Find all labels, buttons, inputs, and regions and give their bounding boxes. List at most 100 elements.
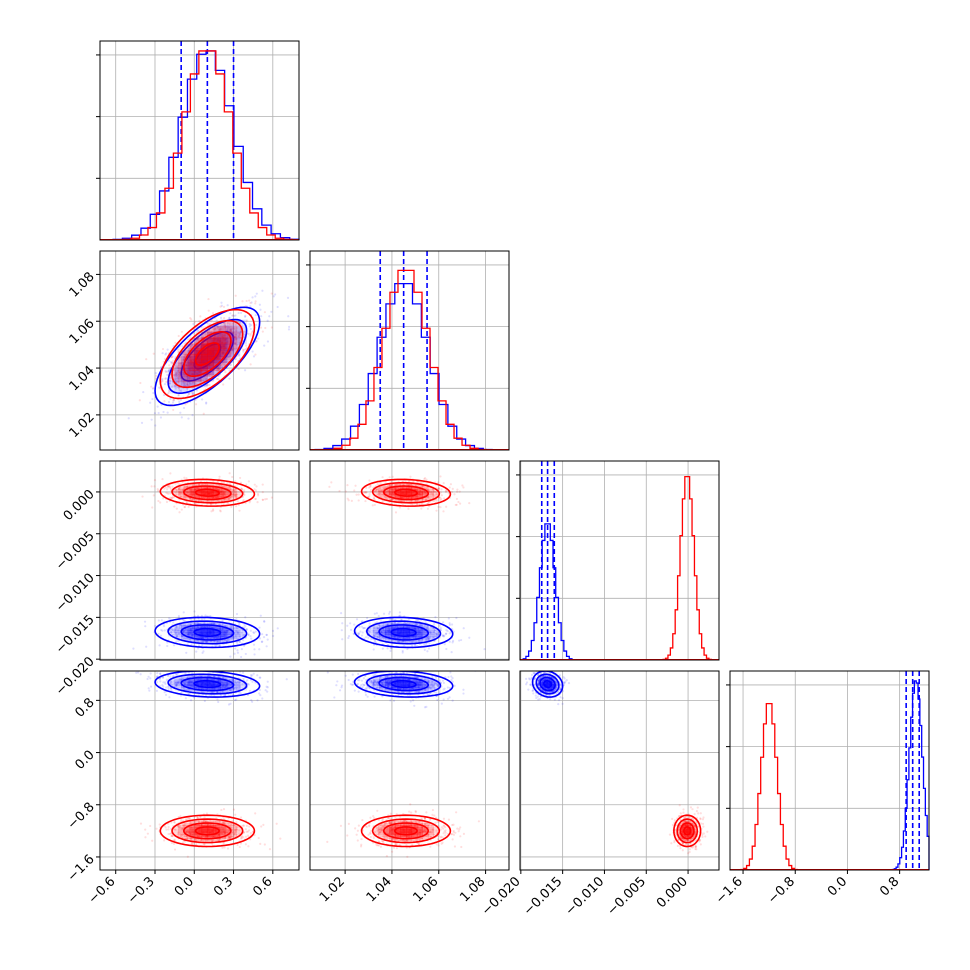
scatter-point — [353, 623, 356, 626]
scatter-point — [221, 334, 224, 337]
scatter-point — [188, 377, 191, 380]
scatter-point — [338, 489, 341, 493]
scatter-point — [437, 487, 440, 490]
scatter-point — [211, 369, 214, 372]
scatter-point — [228, 355, 232, 358]
scatter-point — [223, 322, 226, 325]
scatter-point — [186, 383, 189, 386]
scatter-point — [173, 630, 176, 633]
density-cell — [394, 492, 401, 495]
density-cell — [207, 484, 214, 487]
scatter-point — [178, 826, 181, 829]
scatter-point — [176, 366, 180, 370]
density-cell — [195, 376, 202, 383]
scatter-point — [175, 684, 178, 688]
density-cell — [213, 679, 221, 682]
density-cell — [372, 492, 379, 495]
scatter-point — [353, 489, 356, 492]
density-cell — [417, 496, 423, 499]
scatter-point — [459, 502, 462, 505]
scatter-point — [210, 318, 214, 321]
scatter-point — [218, 644, 221, 647]
scatter-point — [178, 400, 181, 403]
scatter-point — [179, 411, 182, 414]
density-cell — [207, 687, 215, 690]
scatter-point — [212, 691, 215, 694]
density-cell — [230, 337, 238, 344]
scatter-point — [169, 668, 171, 670]
density-cell — [168, 374, 175, 382]
scatter-point — [203, 843, 206, 846]
density-cell — [219, 359, 226, 366]
scatter-point — [239, 692, 242, 695]
scatter-point — [427, 502, 430, 505]
scatter-point — [158, 677, 161, 680]
scatter-point — [227, 498, 230, 501]
density-cell — [220, 623, 228, 626]
scatter-point — [175, 374, 178, 377]
scatter-point — [170, 356, 173, 359]
scatter-point — [252, 631, 256, 635]
scatter-point — [187, 375, 190, 379]
density-cell — [207, 325, 215, 333]
scatter-point — [237, 311, 240, 315]
density-cell — [201, 492, 208, 495]
density-cell — [379, 628, 386, 631]
density-cell — [233, 630, 241, 633]
density-cell — [181, 682, 189, 685]
density-cell — [174, 626, 182, 629]
density-cell — [236, 326, 244, 333]
density-cell — [219, 496, 226, 499]
scatter-point — [149, 401, 152, 404]
scatter-point — [182, 357, 185, 360]
scatter-point — [426, 507, 430, 510]
scatter-point — [239, 680, 242, 683]
scatter-point — [178, 373, 181, 376]
density-cell — [385, 626, 392, 629]
scatter-point — [182, 630, 185, 633]
density-cell — [181, 623, 189, 626]
scatter-point — [250, 699, 253, 702]
scatter-point — [166, 641, 169, 644]
scatter-point — [214, 328, 217, 331]
scatter-point — [454, 503, 457, 507]
density-cell — [194, 674, 202, 677]
scatter-point — [229, 330, 232, 333]
scatter-point — [157, 411, 160, 415]
density-cell — [226, 679, 234, 682]
density-cell — [225, 492, 232, 495]
scatter-point — [429, 631, 432, 634]
scatter-point — [187, 355, 191, 358]
scatter-point — [376, 487, 380, 490]
scatter-point — [248, 323, 251, 326]
panel-frame — [99, 460, 300, 661]
scatter-point — [286, 296, 290, 299]
density-cell — [207, 487, 214, 490]
density-cell — [226, 634, 234, 637]
scatter-point — [206, 668, 208, 670]
scatter-point — [179, 398, 183, 402]
density-cell — [372, 630, 380, 633]
scatter-point — [227, 703, 231, 706]
density-cell — [405, 491, 412, 494]
scatter-point — [439, 498, 442, 502]
density-cell — [189, 494, 196, 497]
scatter-point — [161, 684, 164, 687]
scatter-point — [255, 292, 258, 295]
scatter-point — [210, 503, 213, 506]
scatter-point — [216, 377, 220, 380]
contour-level-0 — [194, 342, 220, 366]
density-cell — [187, 626, 195, 629]
density-cell — [194, 368, 202, 376]
scatter-point — [442, 635, 445, 638]
scatter-point — [376, 626, 379, 629]
density-cell — [226, 639, 234, 643]
scatter-point — [191, 498, 194, 501]
scatter-point — [232, 831, 235, 834]
scatter-point — [384, 496, 387, 500]
density-cell — [400, 486, 407, 489]
panel-frame — [309, 460, 510, 661]
density-cell — [213, 623, 221, 626]
scatter-point — [224, 326, 227, 329]
